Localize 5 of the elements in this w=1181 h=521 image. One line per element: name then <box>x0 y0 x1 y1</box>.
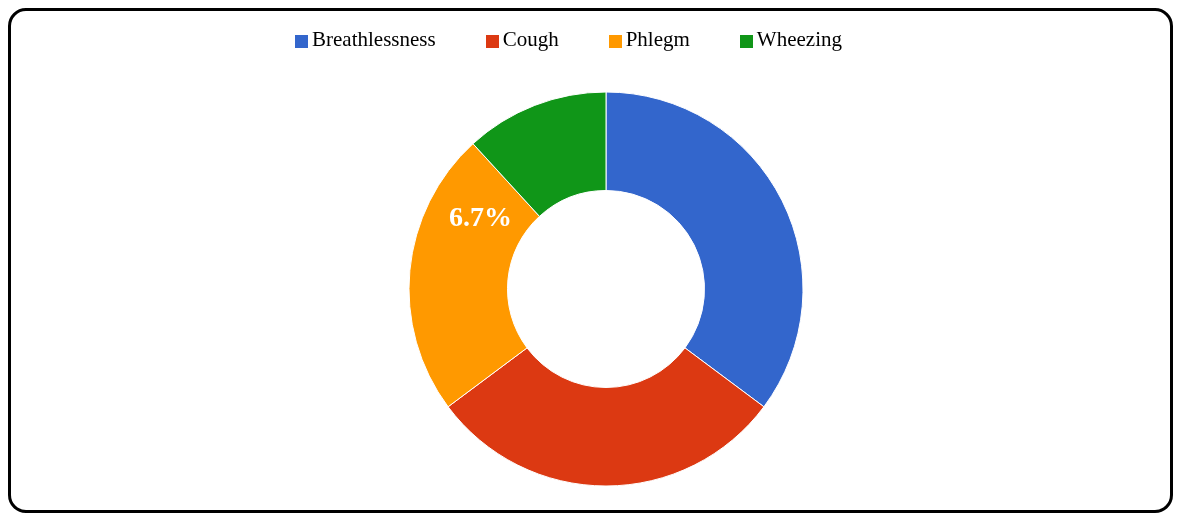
text: 6.7% <box>449 201 512 233</box>
legend-label: Cough <box>502 27 559 51</box>
legend-label: Wheezing <box>756 27 842 51</box>
legend-label: Breathlessness <box>312 27 436 51</box>
legend-label: Phlegm <box>625 27 690 51</box>
